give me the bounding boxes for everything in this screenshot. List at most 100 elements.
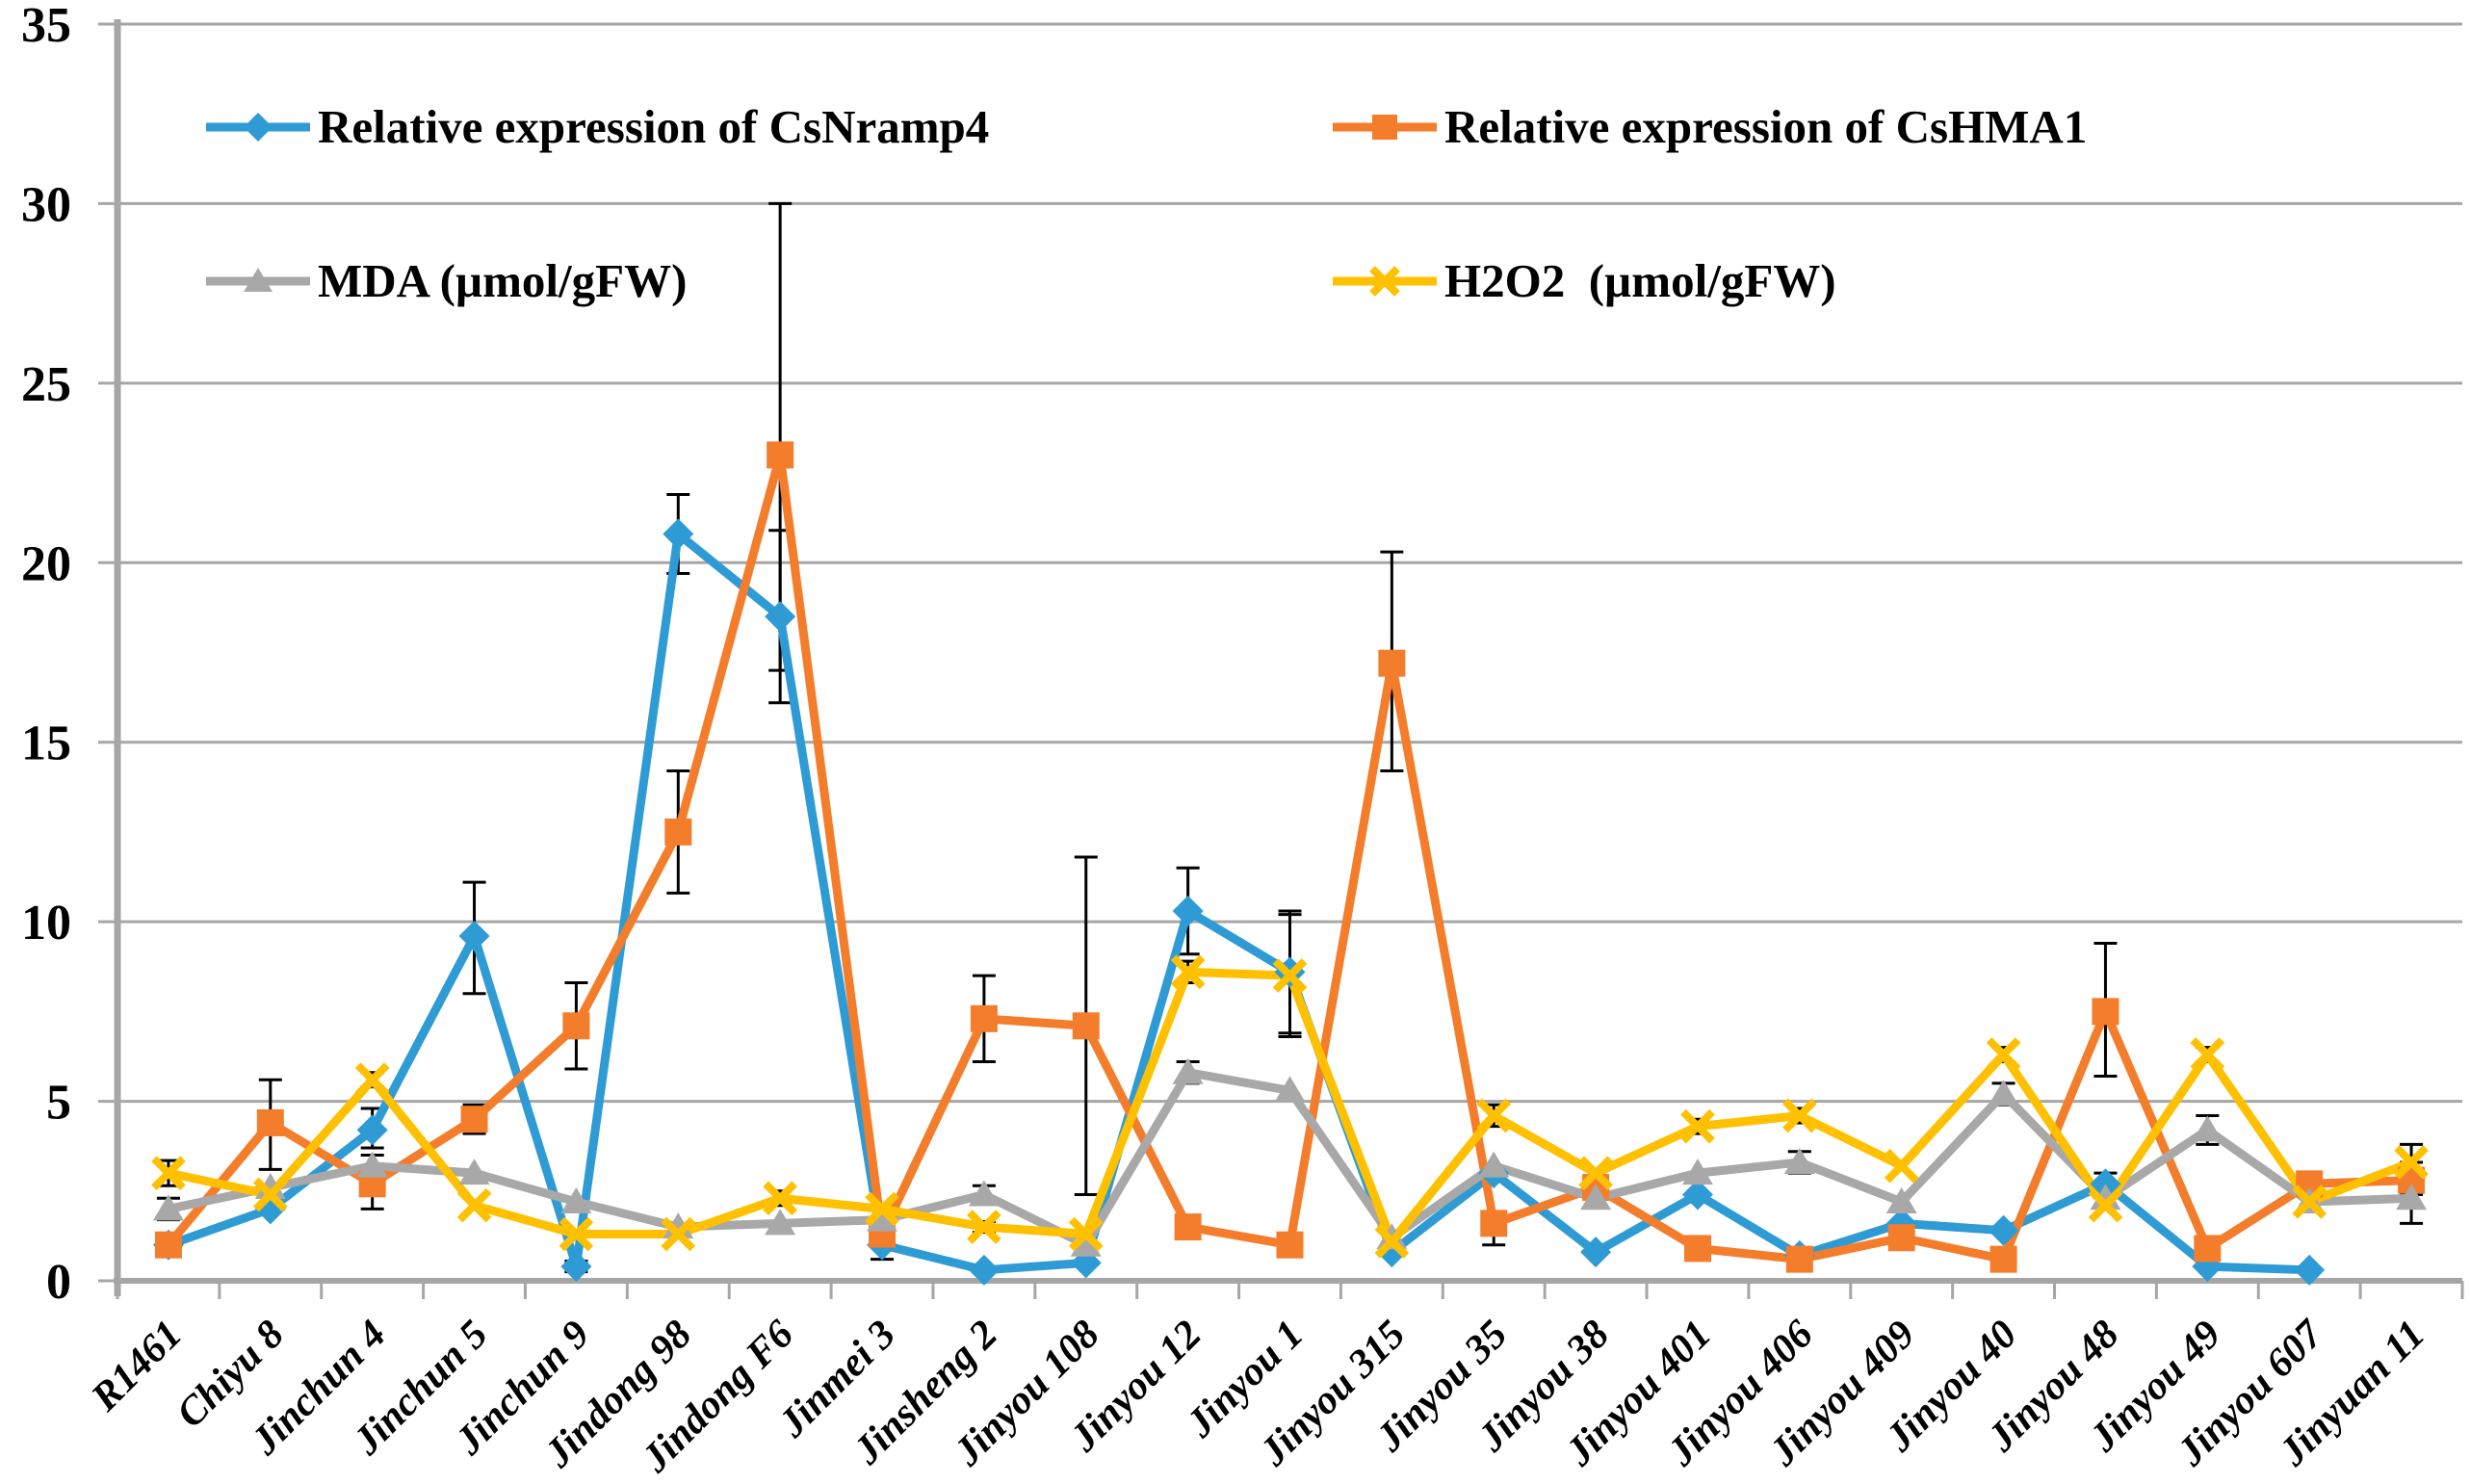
error-bars — [156, 201, 2424, 1274]
data-point-square — [1378, 649, 1406, 677]
series-0-line — [167, 529, 2310, 1275]
data-point-square — [460, 1106, 488, 1133]
y-tick-label: 5 — [46, 1076, 71, 1131]
data-point-square — [154, 1231, 182, 1259]
data-point-diamond — [2294, 1254, 2326, 1286]
data-point-triangle — [1070, 1230, 1102, 1257]
data-point-x — [2292, 1185, 2327, 1219]
legend-label-mda: MDA (µmol/gFW) — [318, 254, 688, 307]
data-point-x — [1680, 1108, 1715, 1144]
data-point-triangle — [1681, 1159, 1713, 1185]
data-point-x — [763, 1181, 797, 1216]
data-point-square — [1785, 1245, 1813, 1273]
data-point-triangle — [765, 1209, 796, 1236]
data-point-square — [256, 1108, 284, 1136]
y-tick-label: 0 — [46, 1255, 71, 1310]
data-point-diamond — [1988, 1214, 2019, 1246]
y-tick-label: 35 — [21, 0, 71, 53]
data-point-square — [562, 1012, 590, 1040]
data-point-x — [1884, 1148, 1919, 1184]
data-point-diamond — [458, 921, 490, 952]
data-point-triangle — [968, 1180, 1000, 1207]
data-point-triangle — [254, 1173, 286, 1200]
data-point-square — [2092, 998, 2119, 1026]
legend-marker-shape — [1369, 266, 1400, 297]
y-tick-label: 10 — [21, 896, 71, 950]
data-point-triangle — [1172, 1057, 1204, 1084]
data-point-square — [2194, 1235, 2222, 1263]
data-point-triangle — [1478, 1151, 1510, 1178]
mda-triangle-marker-icon — [206, 268, 310, 292]
data-point-x — [559, 1216, 594, 1252]
legend-item-h2o2: H2O2 (µmol/gFW) — [1331, 252, 1836, 310]
data-point-x — [2190, 1037, 2225, 1072]
data-point-x — [151, 1156, 186, 1190]
data-point-diamond — [968, 1254, 1000, 1286]
data-point-triangle — [1274, 1076, 1306, 1103]
legend-marker-shape — [1372, 115, 1397, 140]
data-point-triangle — [1988, 1080, 2019, 1106]
data-point-triangle — [2192, 1115, 2223, 1142]
legend-item-csnramp4: Relative expression of CsNramp4 — [204, 98, 989, 156]
data-point-square — [1276, 1231, 1304, 1259]
legend-marker-shape — [244, 113, 273, 142]
data-point-x — [1578, 1156, 1613, 1190]
data-point-triangle — [867, 1205, 898, 1232]
series-3-markers — [151, 954, 2429, 1259]
data-point-diamond — [1172, 895, 1204, 926]
legend-label-cshma1: Relative expression of CsHMA1 — [1444, 100, 2088, 153]
data-point-square — [1683, 1235, 1711, 1263]
data-point-square — [664, 818, 692, 846]
series-1-markers — [154, 441, 2426, 1273]
data-point-triangle — [152, 1194, 184, 1221]
data-point-x — [1986, 1037, 2021, 1072]
series-polyline — [165, 450, 2412, 1264]
y-tick-label: 15 — [21, 716, 71, 771]
data-point-x — [2088, 1187, 2123, 1223]
data-point-x — [1782, 1098, 1817, 1133]
data-point-square — [970, 1004, 998, 1032]
data-point-triangle — [663, 1212, 694, 1239]
data-point-triangle — [2090, 1184, 2121, 1211]
data-point-triangle — [356, 1151, 388, 1178]
data-point-square — [1174, 1213, 1202, 1241]
y-tick-label: 20 — [21, 536, 71, 591]
legend-label-csnramp4: Relative expression of CsNramp4 — [318, 100, 990, 153]
data-point-square — [1887, 1224, 1915, 1252]
axes — [98, 19, 2464, 1299]
y-axis-labels: 0 5 10 15 20 25 30 35 — [21, 0, 71, 1310]
data-point-diamond — [663, 518, 694, 550]
data-point-square — [767, 441, 794, 469]
data-point-x — [1476, 1098, 1512, 1133]
data-point-triangle — [2396, 1184, 2428, 1211]
h2o2-x-marker-icon — [1333, 266, 1437, 297]
data-point-diamond — [1681, 1179, 1713, 1211]
legend-item-mda: MDA (µmol/gFW) — [204, 252, 687, 310]
data-point-x — [1170, 954, 1206, 990]
data-point-triangle — [1783, 1147, 1815, 1174]
data-point-x — [865, 1191, 899, 1227]
series-polyline — [167, 529, 2310, 1275]
data-point-x — [1374, 1224, 1410, 1259]
data-point-x — [1272, 958, 1308, 993]
legend-marker-shape — [244, 268, 273, 292]
y-tick-label: 30 — [21, 177, 71, 232]
data-point-x — [2394, 1145, 2429, 1180]
series-1-line — [165, 450, 2412, 1264]
legend-item-cshma1: Relative expression of CsHMA1 — [1331, 98, 2087, 156]
data-point-diamond — [356, 1114, 388, 1146]
data-point-x — [252, 1177, 288, 1212]
data-point-triangle — [1885, 1186, 1917, 1213]
data-point-square — [1989, 1245, 2017, 1273]
csnramp4-diamond-marker-icon — [206, 113, 310, 142]
y-tick-label: 25 — [21, 357, 71, 412]
gridlines — [117, 22, 2462, 1104]
cshma1-square-marker-icon — [1333, 115, 1437, 140]
data-point-triangle — [1580, 1184, 1612, 1211]
data-point-x — [456, 1187, 492, 1223]
data-point-diamond — [1580, 1237, 1612, 1268]
data-point-x — [661, 1216, 696, 1252]
